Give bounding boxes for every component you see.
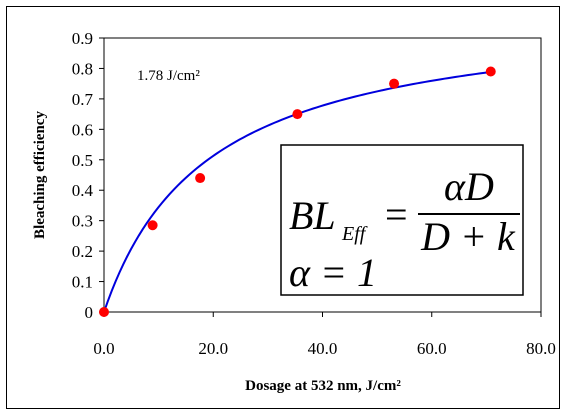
data-point <box>195 173 206 184</box>
y-tick-label: 0.6 <box>72 120 93 139</box>
tick-labels: 0 0.1 0.2 0.3 0.4 0.5 0.6 0.7 0.8 0.9 0.0 20.0 40.0 6… <box>72 29 556 358</box>
y-tick-label: 0.4 <box>72 181 94 200</box>
y-tick-label: 0.1 <box>72 273 93 292</box>
y-tick-label: 0 <box>85 303 94 322</box>
y-tick-label: 0.7 <box>72 90 94 109</box>
data-point <box>389 78 400 89</box>
equation-lhs-subscript: Eff <box>341 223 368 245</box>
equation-frame <box>280 144 524 296</box>
x-tick-label: 40.0 <box>308 339 338 358</box>
x-tick-label: 60.0 <box>417 339 447 358</box>
equation-numerator: αD <box>444 164 494 209</box>
equation-alpha: α = 1 <box>289 250 377 295</box>
x-tick-label: 20.0 <box>198 339 228 358</box>
data-point <box>485 66 496 77</box>
y-tick-label: 0.9 <box>72 29 93 48</box>
y-tick-label: 0.5 <box>72 151 93 170</box>
y-tick-label: 0.2 <box>72 242 93 261</box>
x-tick-label: 0.0 <box>93 339 114 358</box>
dose-annotation: 1.78 J/cm² <box>137 68 200 84</box>
x-axis-title: Dosage at 532 nm, J/cm² <box>245 378 401 394</box>
equation-lhs: BL <box>289 193 336 238</box>
x-tick-label: 80.0 <box>526 339 556 358</box>
y-axis-title: Bleaching efficiency <box>32 111 48 239</box>
data-point <box>147 220 158 231</box>
equation-box: BL Eff = αD D + k α = 1 <box>280 144 524 296</box>
data-point <box>99 307 109 317</box>
equation-equals: = <box>385 192 408 237</box>
equation-denominator: D + k <box>420 214 516 259</box>
y-tick-label: 0.3 <box>72 212 93 231</box>
data-points <box>99 66 496 317</box>
data-point <box>292 109 303 120</box>
y-tick-label: 0.8 <box>72 59 93 78</box>
